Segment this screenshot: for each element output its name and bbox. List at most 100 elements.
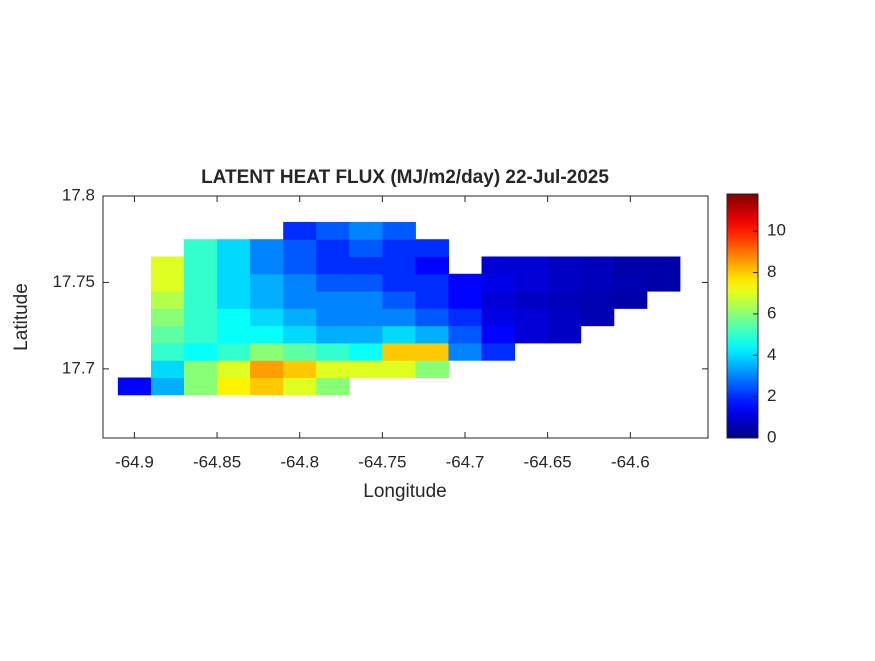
heat-cell bbox=[415, 308, 449, 327]
y-tick-label: 17.7 bbox=[62, 358, 95, 377]
heatmap-cells bbox=[117, 221, 681, 396]
heat-cell bbox=[150, 360, 185, 378]
heat-cell bbox=[349, 325, 383, 344]
heat-cell bbox=[183, 256, 218, 275]
heat-cell bbox=[382, 273, 416, 292]
heat-cell bbox=[283, 360, 317, 378]
heat-cell bbox=[547, 256, 582, 275]
heat-cell bbox=[415, 273, 449, 292]
heat-cell bbox=[481, 256, 516, 275]
heat-cell bbox=[580, 273, 615, 292]
heat-cell bbox=[250, 256, 284, 275]
heat-cell bbox=[250, 377, 284, 396]
heat-cell bbox=[316, 325, 350, 344]
heat-cell bbox=[150, 325, 185, 344]
heat-cell bbox=[316, 291, 350, 309]
x-tick-label: -64.75 bbox=[358, 452, 406, 471]
heat-cell bbox=[250, 360, 284, 378]
heat-cell bbox=[646, 256, 681, 275]
heat-cell bbox=[183, 308, 218, 327]
colorbar-tick-label: 8 bbox=[767, 262, 776, 281]
heat-cell bbox=[217, 360, 251, 378]
heat-cell bbox=[316, 256, 350, 275]
y-axis-label: Latitude bbox=[11, 283, 32, 351]
heat-cell bbox=[150, 291, 185, 309]
heat-cell bbox=[481, 325, 516, 344]
heat-cell bbox=[117, 377, 152, 396]
x-tick-label: -64.7 bbox=[446, 452, 485, 471]
heat-cell bbox=[349, 221, 383, 240]
heat-cell bbox=[613, 273, 648, 292]
heat-cell bbox=[349, 256, 383, 275]
heat-cell bbox=[217, 308, 251, 327]
heat-cell bbox=[316, 360, 350, 378]
heat-cell bbox=[283, 273, 317, 292]
heat-cell bbox=[283, 291, 317, 309]
heat-cell bbox=[613, 291, 648, 309]
heat-cell bbox=[150, 273, 185, 292]
y-tick-label: 17.75 bbox=[52, 272, 95, 291]
heat-cell bbox=[415, 360, 449, 378]
heat-cell bbox=[150, 308, 185, 327]
colorbar bbox=[726, 193, 759, 439]
heat-cell bbox=[382, 342, 416, 361]
y-tick-label: 17.8 bbox=[62, 185, 95, 204]
heat-cell bbox=[316, 308, 350, 327]
heat-cell bbox=[283, 325, 317, 344]
heat-cell bbox=[283, 377, 317, 396]
chart-title: LATENT HEAT FLUX (MJ/m2/day) 22-Jul-2025 bbox=[201, 167, 609, 188]
heat-cell bbox=[613, 256, 648, 275]
heat-cell bbox=[481, 308, 516, 327]
heat-cell bbox=[514, 325, 549, 344]
heat-cell bbox=[415, 325, 449, 344]
heat-cell bbox=[514, 291, 549, 309]
colorbar-tick-label: 0 bbox=[767, 427, 776, 446]
heat-cell bbox=[217, 377, 251, 396]
heat-cell bbox=[514, 256, 549, 275]
heat-cell bbox=[316, 221, 350, 240]
heat-cell bbox=[250, 308, 284, 327]
heat-cell bbox=[349, 273, 383, 292]
heat-cell bbox=[183, 291, 218, 309]
heat-cell bbox=[580, 291, 615, 309]
heat-cell bbox=[283, 239, 317, 257]
heat-cell bbox=[316, 273, 350, 292]
heat-cell bbox=[547, 308, 582, 327]
heat-cell bbox=[183, 325, 218, 344]
heat-cell bbox=[382, 308, 416, 327]
heat-cell bbox=[481, 273, 516, 292]
heat-cell bbox=[415, 291, 449, 309]
heat-cell bbox=[382, 239, 416, 257]
heat-cell bbox=[349, 360, 383, 378]
heat-cell bbox=[580, 308, 615, 327]
heat-cell bbox=[250, 239, 284, 257]
heat-cell bbox=[217, 273, 251, 292]
heat-cell bbox=[382, 325, 416, 344]
x-tick-label: -64.6 bbox=[611, 452, 650, 471]
heat-cell bbox=[481, 342, 516, 361]
heat-cell bbox=[183, 377, 218, 396]
heat-cell bbox=[250, 325, 284, 344]
heat-cell bbox=[448, 342, 483, 361]
heat-cell bbox=[448, 325, 483, 344]
heat-cell bbox=[316, 377, 350, 396]
heat-cell bbox=[514, 308, 549, 327]
heat-cell bbox=[349, 239, 383, 257]
heat-cell bbox=[150, 256, 185, 275]
heat-cell bbox=[283, 256, 317, 275]
heat-cell bbox=[250, 291, 284, 309]
colorbar-tick-label: 10 bbox=[767, 221, 786, 240]
plot-frame bbox=[102, 195, 709, 439]
heat-cell bbox=[217, 342, 251, 361]
heat-cell bbox=[415, 239, 449, 257]
heat-cell bbox=[183, 239, 218, 257]
heat-cell bbox=[349, 308, 383, 327]
colorbar-tick-label: 2 bbox=[767, 386, 776, 405]
x-tick-label: -64.8 bbox=[280, 452, 319, 471]
heat-cell bbox=[382, 221, 416, 240]
heat-cell bbox=[382, 360, 416, 378]
heat-cell bbox=[250, 342, 284, 361]
heat-cell bbox=[316, 342, 350, 361]
colorbar-tick-label: 4 bbox=[767, 345, 776, 364]
heat-cell bbox=[349, 291, 383, 309]
